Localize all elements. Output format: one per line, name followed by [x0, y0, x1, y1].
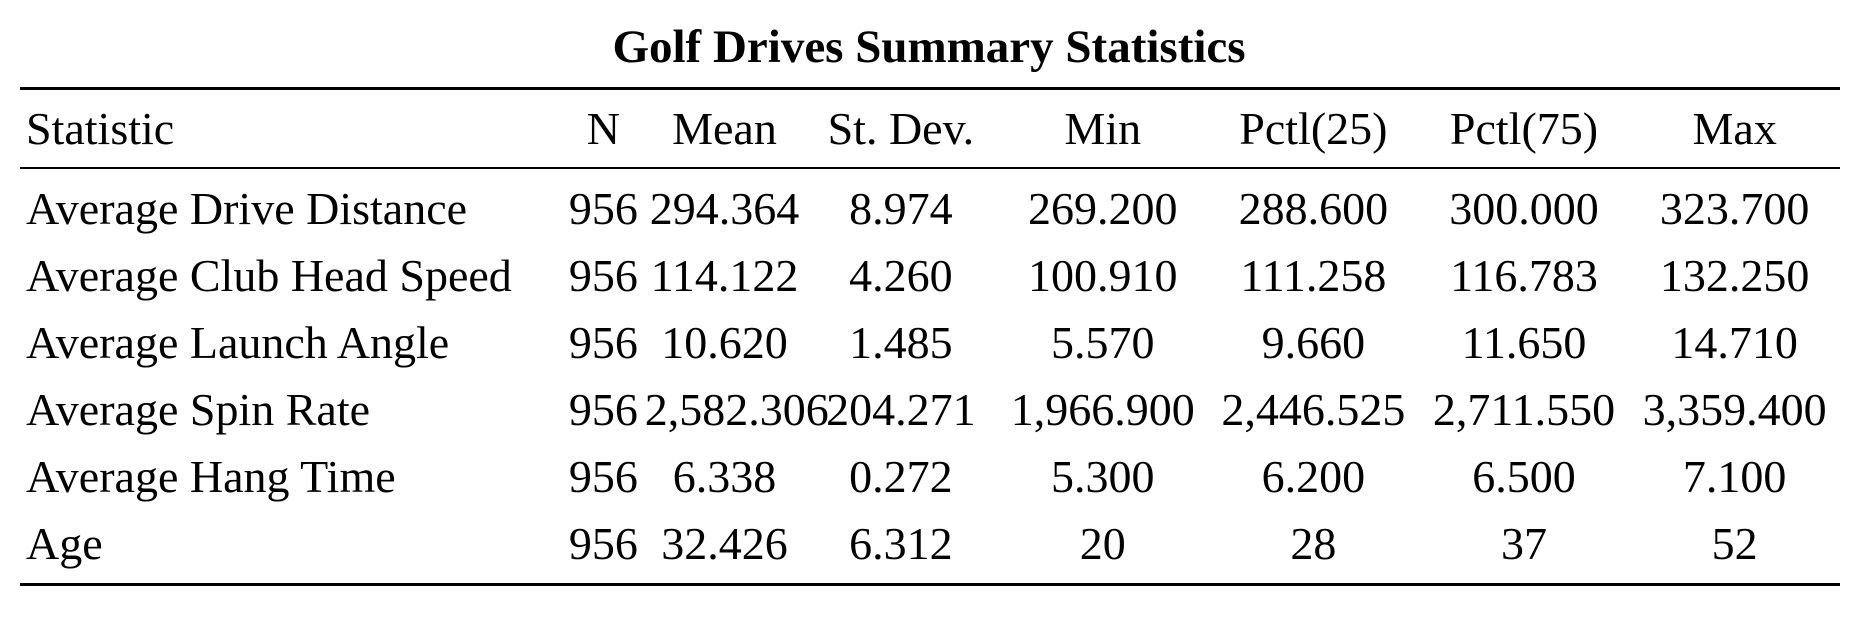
- cell-n: 956: [568, 384, 638, 435]
- cell-mean: 10.620: [661, 317, 788, 368]
- cell-max: 3,359.400: [1642, 384, 1827, 435]
- cell-max: 132.250: [1659, 250, 1810, 301]
- cell-st-dev: 4.260: [849, 250, 953, 301]
- row-label: Average Club Head Speed: [26, 250, 512, 301]
- cell-pctl-25: 9.660: [1261, 317, 1366, 368]
- row-label: Average Hang Time: [26, 451, 396, 502]
- table-row: Age 956 32.426 6.312 20 28 37 52: [20, 510, 1840, 585]
- cell-max: 52: [1711, 518, 1758, 569]
- cell-st-dev: 8.974: [849, 183, 953, 234]
- cell-st-dev: 204.271: [826, 384, 976, 435]
- cell-mean: 6.338: [672, 451, 777, 502]
- cell-pctl-25: 6.200: [1261, 451, 1366, 502]
- cell-mean: 32.426: [661, 518, 788, 569]
- cell-min: 5.300: [1051, 451, 1155, 502]
- cell-pctl-75: 116.783: [1450, 250, 1598, 301]
- header-pctl-75: Pctl(75): [1449, 103, 1599, 154]
- table-row: Average Club Head Speed 956 114.122 4.26…: [20, 242, 1840, 309]
- summary-statistics-table: Statistic N Mean St. Dev. Min Pctl(25) P…: [20, 87, 1840, 586]
- cell-mean: 294.364: [649, 183, 800, 234]
- row-label: Average Drive Distance: [26, 183, 468, 234]
- header-min: Min: [1064, 103, 1142, 154]
- cell-pctl-25: 111.258: [1240, 250, 1387, 301]
- cell-mean: 2,582.306: [644, 384, 829, 435]
- cell-pctl-75: 2,711.550: [1432, 384, 1616, 435]
- cell-n: 956: [568, 451, 638, 502]
- row-label: Average Spin Rate: [26, 384, 371, 435]
- header-st-dev: St. Dev.: [827, 103, 975, 154]
- cell-n: 956: [568, 518, 638, 569]
- cell-max: 7.100: [1682, 451, 1787, 502]
- cell-max: 14.710: [1671, 317, 1798, 368]
- cell-pctl-75: 300.000: [1449, 183, 1599, 234]
- row-label: Age: [26, 518, 103, 569]
- cell-pctl-75: 37: [1501, 518, 1548, 569]
- cell-st-dev: 6.312: [849, 518, 953, 569]
- header-n: N: [586, 103, 620, 154]
- cell-n: 956: [568, 250, 638, 301]
- cell-pctl-25: 2,446.525: [1221, 384, 1406, 435]
- cell-pctl-75: 6.500: [1472, 451, 1576, 502]
- cell-pctl-75: 11.650: [1461, 317, 1587, 368]
- header-max: Max: [1692, 103, 1777, 154]
- header-mean: Mean: [672, 103, 777, 154]
- table-row: Average Launch Angle 956 10.620 1.485 5.…: [20, 309, 1840, 376]
- cell-min: 20: [1079, 518, 1126, 569]
- cell-n: 956: [568, 183, 638, 234]
- header-statistic: Statistic: [26, 103, 175, 154]
- header-pctl-25: Pctl(25): [1239, 103, 1388, 154]
- cell-n: 956: [568, 317, 638, 368]
- cell-min: 1,966.900: [1010, 384, 1195, 435]
- cell-pctl-25: 28: [1290, 518, 1337, 569]
- cell-max: 323.700: [1659, 183, 1810, 234]
- table-row: Average Drive Distance 956 294.364 8.974…: [20, 168, 1840, 242]
- cell-min: 5.570: [1051, 317, 1155, 368]
- cell-pctl-25: 288.600: [1238, 183, 1389, 234]
- cell-st-dev: 1.485: [849, 317, 953, 368]
- row-label: Average Launch Angle: [26, 317, 450, 368]
- table-caption: Golf Drives Summary Statistics: [612, 21, 1246, 73]
- table-row: Average Spin Rate 956 2,582.306 204.271 …: [20, 376, 1840, 443]
- cell-min: 100.910: [1028, 250, 1178, 301]
- cell-mean: 114.122: [650, 250, 799, 301]
- header-row: Statistic N Mean St. Dev. Min Pctl(25) P…: [20, 88, 1840, 168]
- cell-st-dev: 0.272: [849, 451, 953, 502]
- cell-min: 269.200: [1028, 183, 1178, 234]
- table-row: Average Hang Time 956 6.338 0.272 5.300 …: [20, 443, 1840, 510]
